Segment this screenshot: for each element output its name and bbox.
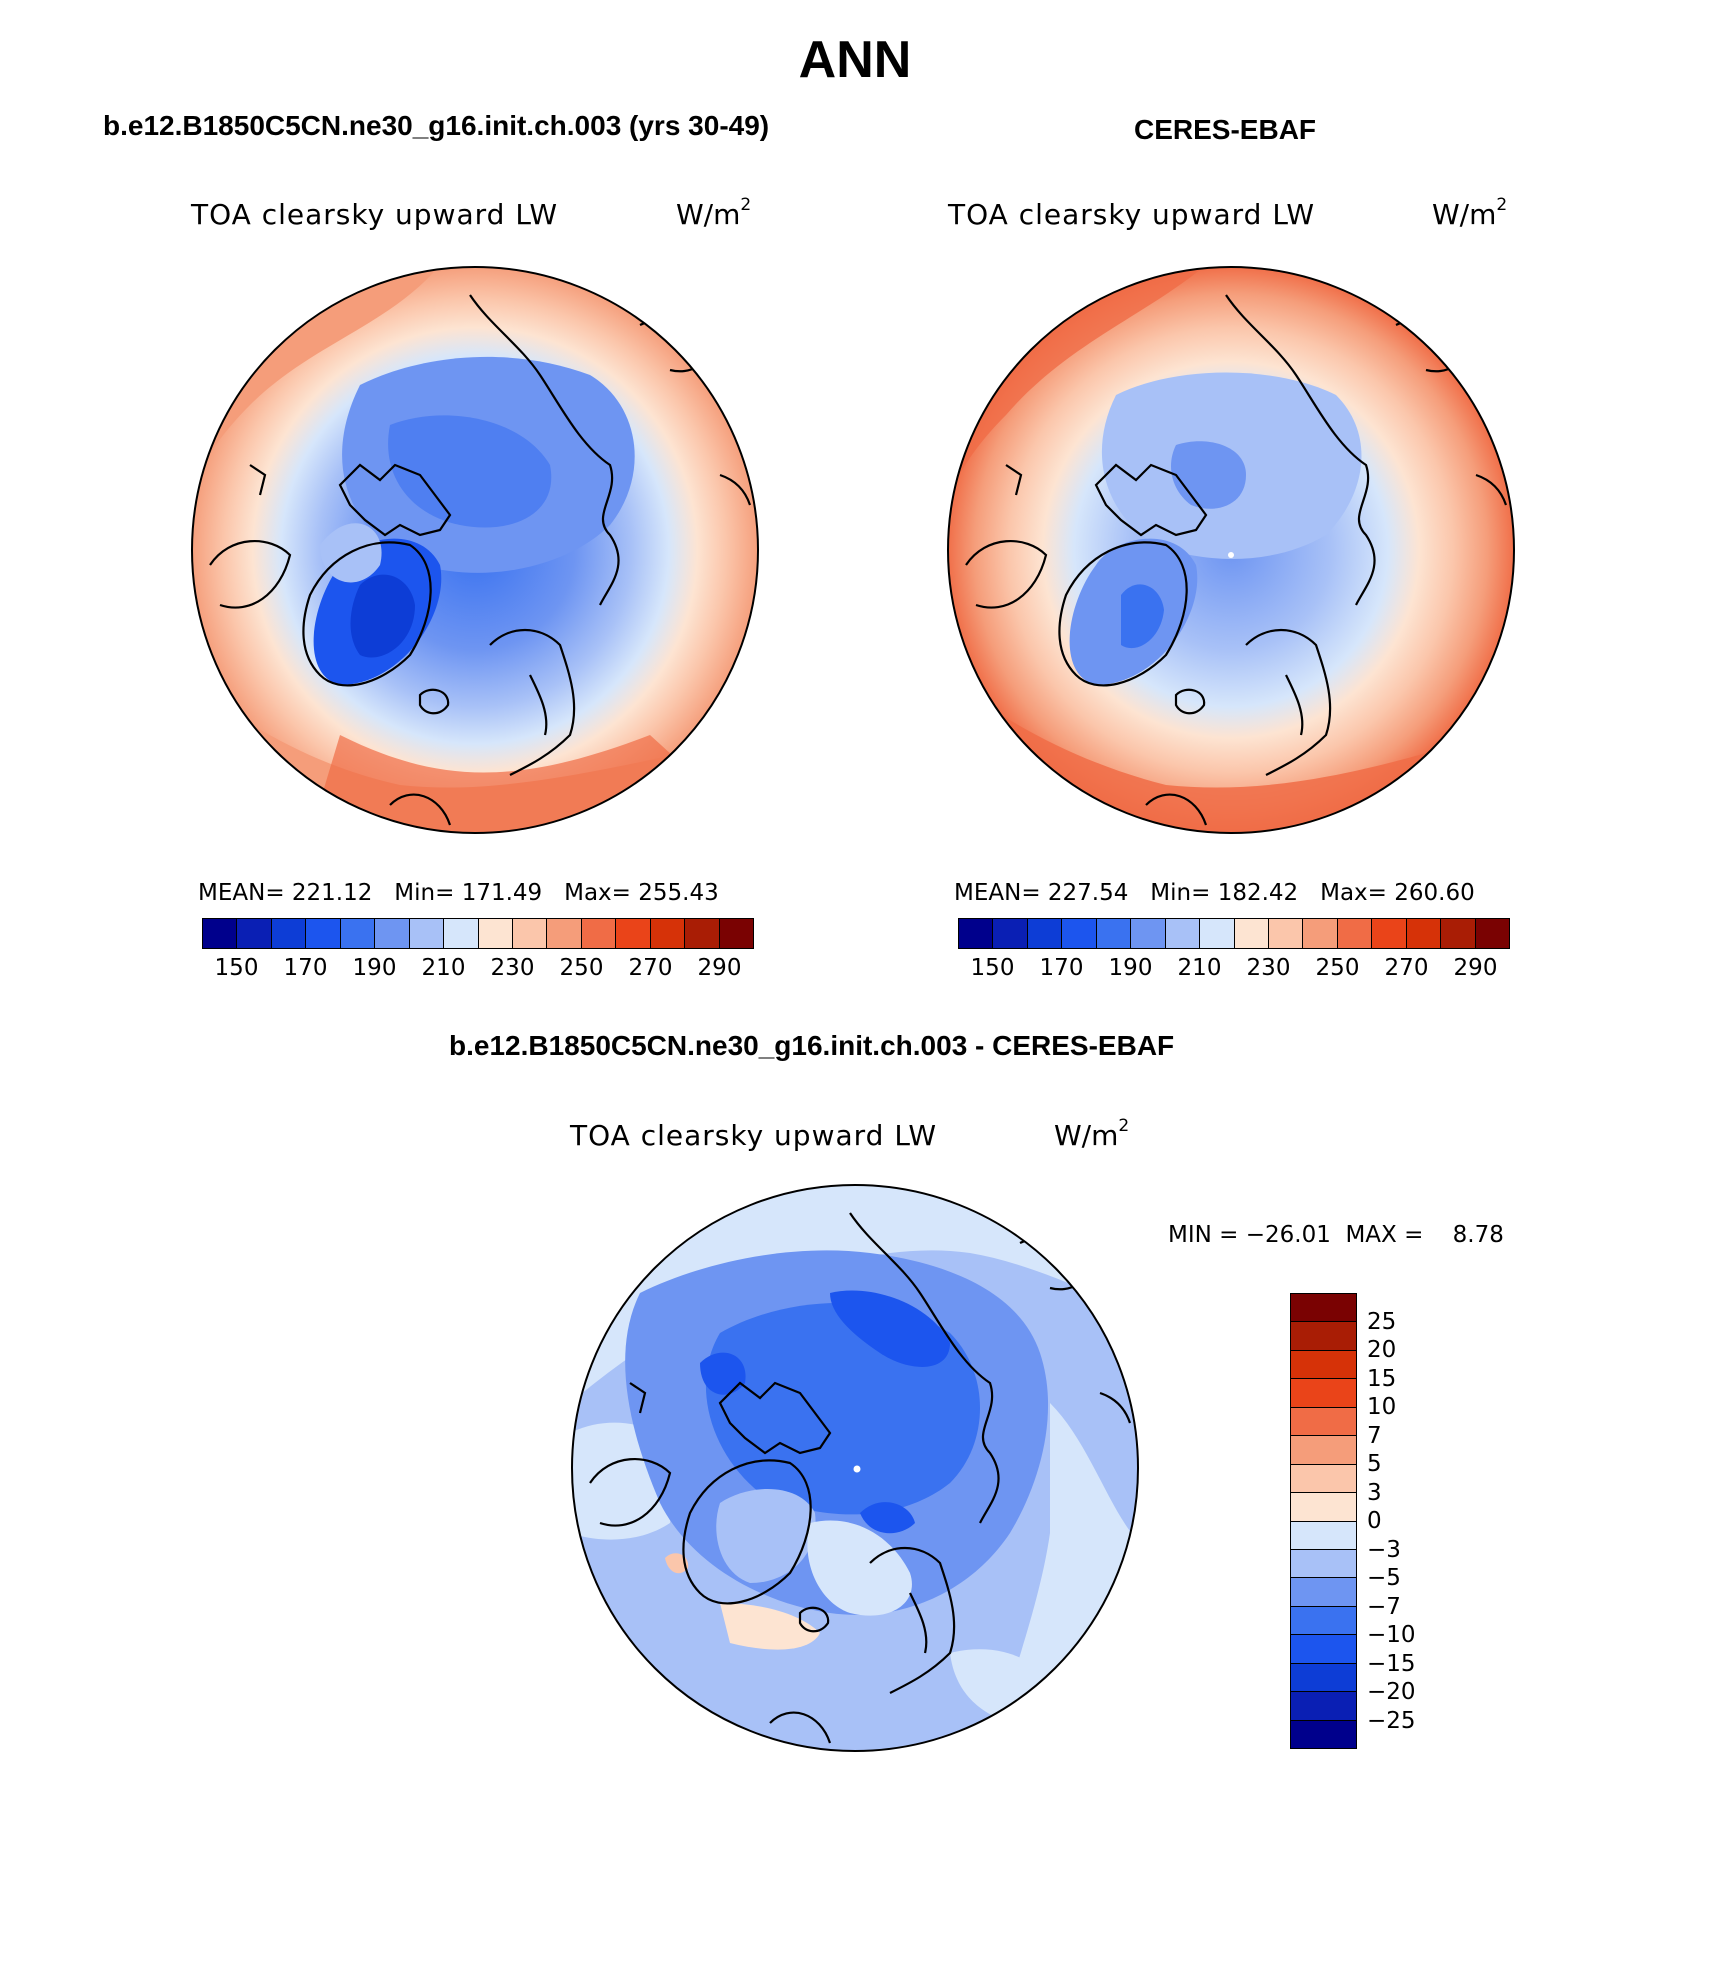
diff-colorbar <box>1290 1293 1357 1749</box>
colorbar-box <box>719 919 753 948</box>
colorbar-box <box>685 919 720 948</box>
model-panel-title: b.e12.B1850C5CN.ne30_g16.init.ch.003 (yr… <box>103 110 770 141</box>
colorbar-tick-label: 210 <box>1177 955 1222 981</box>
obs-colorbar <box>958 918 1510 949</box>
colorbar-tick-label: 0 <box>1367 1508 1382 1534</box>
diff-units-label: W/m2 <box>1054 1115 1130 1152</box>
colorbar-box <box>1291 1493 1356 1522</box>
colorbar-box <box>1475 919 1509 948</box>
colorbar-box <box>1291 1549 1356 1579</box>
colorbar-box <box>1372 919 1407 948</box>
colorbar-tick-label: 210 <box>421 955 466 981</box>
diff-panel-title: b.e12.B1850C5CN.ne30_g16.init.ch.003 - C… <box>449 1030 1175 1061</box>
colorbar-tick-label: 290 <box>1453 955 1498 981</box>
colorbar-box <box>1291 1322 1356 1351</box>
colorbar-box <box>1027 919 1063 948</box>
page-title: ANN <box>798 31 912 89</box>
colorbar-tick-label: 7 <box>1367 1422 1382 1449</box>
colorbar-box <box>271 919 307 948</box>
obs-units-label: W/m2 <box>1432 194 1508 231</box>
obs-variable-label: TOA clearsky upward LW <box>948 198 1316 231</box>
colorbar-box <box>616 919 651 948</box>
model-stats: MEAN= 221.12 Min= 171.49 Max= 255.43 <box>198 880 719 906</box>
colorbar-box <box>1441 919 1476 948</box>
colorbar-box <box>1268 919 1304 948</box>
colorbar-tick-label: 250 <box>559 955 604 981</box>
colorbar-tick-label: 25 <box>1367 1308 1397 1335</box>
colorbar-tick-label: −3 <box>1367 1536 1401 1563</box>
colorbar-tick-label: 190 <box>1108 955 1153 981</box>
colorbar-box <box>1337 919 1373 948</box>
colorbar-tick-label: 290 <box>697 955 742 981</box>
colorbar-box <box>1291 1692 1356 1721</box>
colorbar-box <box>444 919 479 948</box>
colorbar-tick-label: 230 <box>490 955 535 981</box>
colorbar-box <box>1291 1294 1356 1323</box>
colorbar-tick-label: 190 <box>352 955 397 981</box>
colorbar-box <box>1062 919 1097 948</box>
colorbar-box <box>1291 1606 1356 1636</box>
colorbar-box <box>1291 1578 1356 1607</box>
colorbar-tick-label: 150 <box>214 955 259 981</box>
colorbar-tick-label: 5 <box>1367 1451 1382 1477</box>
colorbar-tick-label: 15 <box>1367 1365 1397 1392</box>
diff-stats: MIN = −26.01 MAX = 8.78 <box>1168 1222 1504 1248</box>
colorbar-tick-label: −25 <box>1367 1707 1416 1734</box>
colorbar-box <box>306 919 341 948</box>
colorbar-box <box>1291 1521 1356 1550</box>
obs-panel-title: CERES-EBAF <box>1134 114 1317 145</box>
colorbar-box <box>993 919 1028 948</box>
colorbar-tick-label: 250 <box>1315 955 1360 981</box>
colorbar-box <box>1291 1464 1356 1494</box>
colorbar-box <box>375 919 410 948</box>
colorbar-tick-label: 170 <box>1039 955 1084 981</box>
colorbar-tick-label: 20 <box>1367 1337 1397 1363</box>
colorbar-tick-label: 10 <box>1367 1394 1397 1420</box>
colorbar-tick-label: 3 <box>1367 1479 1382 1506</box>
colorbar-box <box>1234 919 1269 948</box>
model-polar-map <box>191 266 759 834</box>
colorbar-tick-label: −7 <box>1367 1593 1401 1620</box>
model-units-label: W/m2 <box>676 194 752 231</box>
colorbar-tick-label: −5 <box>1367 1565 1401 1591</box>
diff-polar-map <box>571 1184 1139 1752</box>
colorbar-box <box>340 919 376 948</box>
colorbar-box <box>1131 919 1166 948</box>
model-colorbar <box>202 918 754 949</box>
colorbar-tick-label: −15 <box>1367 1650 1416 1677</box>
colorbar-tick-label: 270 <box>628 955 673 981</box>
colorbar-tick-label: 270 <box>1384 955 1429 981</box>
colorbar-box <box>650 919 686 948</box>
obs-stats: MEAN= 227.54 Min= 182.42 Max= 260.60 <box>954 880 1475 906</box>
colorbar-box <box>547 919 582 948</box>
colorbar-box <box>1291 1720 1356 1748</box>
colorbar-tick-label: 230 <box>1246 955 1291 981</box>
colorbar-box <box>1303 919 1338 948</box>
colorbar-box <box>1406 919 1442 948</box>
colorbar-box <box>1096 919 1132 948</box>
colorbar-tick-label: 170 <box>283 955 328 981</box>
colorbar-box <box>1291 1407 1356 1437</box>
colorbar-box <box>959 919 994 948</box>
colorbar-tick-label: −20 <box>1367 1679 1416 1705</box>
colorbar-tick-label: 150 <box>970 955 1015 981</box>
diff-variable-label: TOA clearsky upward LW <box>570 1119 938 1152</box>
colorbar-box <box>512 919 548 948</box>
model-variable-label: TOA clearsky upward LW <box>191 198 559 231</box>
colorbar-box <box>478 919 513 948</box>
colorbar-box <box>237 919 272 948</box>
colorbar-box <box>581 919 617 948</box>
colorbar-box <box>1165 919 1201 948</box>
colorbar-box <box>1291 1663 1356 1693</box>
colorbar-box <box>1291 1379 1356 1408</box>
obs-polar-map <box>947 266 1515 834</box>
colorbar-box <box>1291 1350 1356 1380</box>
colorbar-box <box>1291 1635 1356 1664</box>
colorbar-box <box>409 919 445 948</box>
colorbar-box <box>1200 919 1235 948</box>
colorbar-box <box>203 919 238 948</box>
colorbar-tick-label: −10 <box>1367 1622 1416 1648</box>
colorbar-box <box>1291 1436 1356 1465</box>
